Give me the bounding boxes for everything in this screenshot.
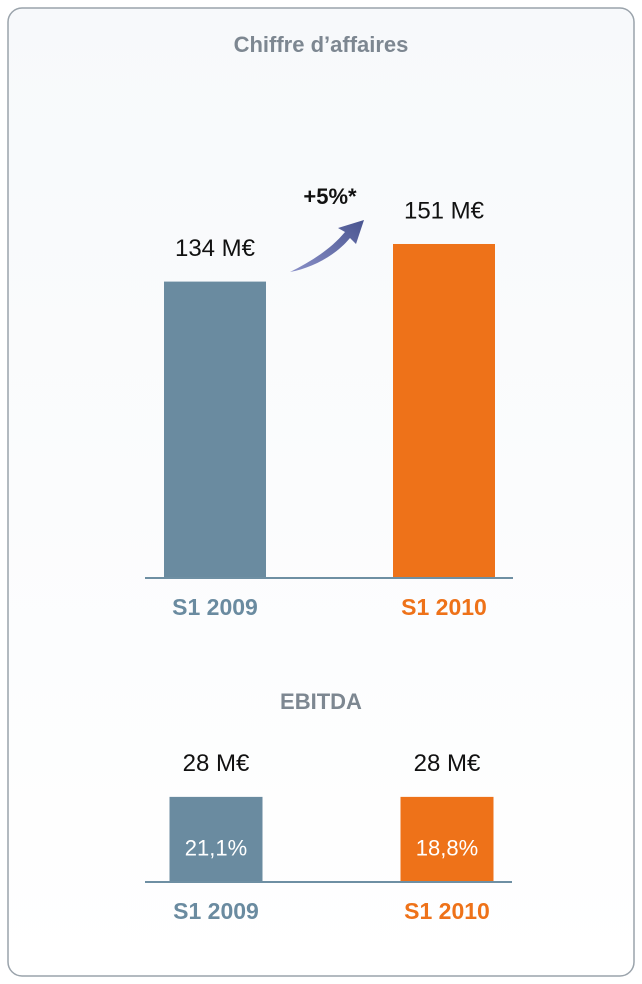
value-label: 28 M€ xyxy=(183,750,250,777)
growth-arrow xyxy=(290,220,364,272)
chart-title: Chiffre d’affaires xyxy=(234,32,409,57)
margin-label: 18,8% xyxy=(416,836,478,861)
bar xyxy=(164,281,266,578)
card xyxy=(7,7,635,977)
growth-annotation: +5%* xyxy=(303,184,357,209)
bar xyxy=(400,796,494,882)
value-label: 28 M€ xyxy=(414,750,481,777)
category-label: S1 2009 xyxy=(172,594,258,620)
value-label: 134 M€ xyxy=(175,235,256,262)
bar xyxy=(169,796,263,882)
bar xyxy=(393,243,495,578)
category-label: S1 2010 xyxy=(401,594,487,620)
value-label: 151 M€ xyxy=(404,197,485,224)
margin-label: 21,1% xyxy=(185,836,247,861)
chart-title: EBITDA xyxy=(280,689,362,714)
category-label: S1 2010 xyxy=(404,898,490,924)
category-label: S1 2009 xyxy=(173,898,259,924)
